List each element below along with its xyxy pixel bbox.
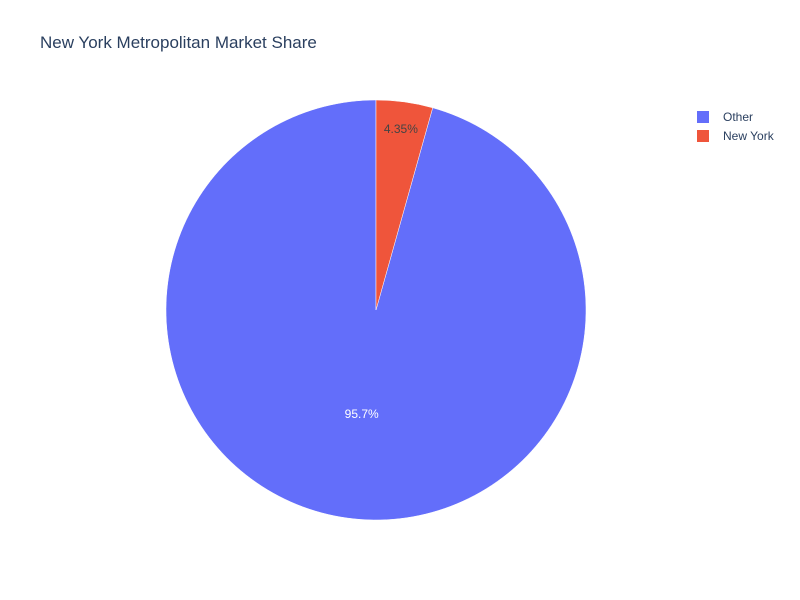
slice-label-other: 95.7% xyxy=(345,407,379,421)
slice-label-new-york: 4.35% xyxy=(384,122,418,136)
pie-slice-new-york[interactable] xyxy=(375,99,433,311)
legend-swatch-new-york xyxy=(697,129,709,142)
legend: Other New York xyxy=(697,107,774,145)
legend-item-new-york[interactable]: New York xyxy=(697,126,774,145)
legend-item-other[interactable]: Other xyxy=(697,107,774,126)
legend-label-other: Other xyxy=(723,109,754,124)
legend-label-new-york: New York xyxy=(723,128,774,143)
chart-title: New York Metropolitan Market Share xyxy=(40,33,317,52)
legend-swatch-other xyxy=(697,110,709,123)
